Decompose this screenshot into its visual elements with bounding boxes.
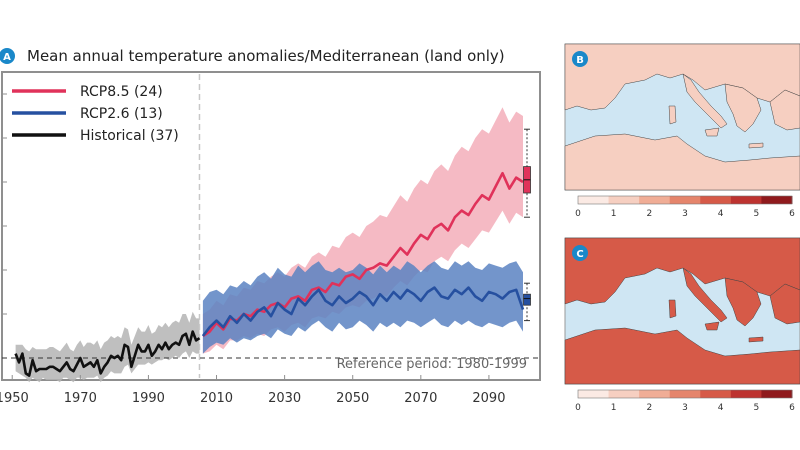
colorbar-b-tick-label: 3	[682, 209, 688, 219]
colorbar-b-segment	[700, 196, 732, 204]
colorbar-c-tick-label: 6	[789, 403, 795, 413]
x-tick-label: 1970	[64, 391, 97, 406]
colorbar-b-tick-label: 4	[718, 209, 724, 219]
map-b-land-region	[682, 73, 728, 129]
colorbar-c: 0 1 2 3 4 5 6	[575, 389, 795, 413]
panel-b-letter: B	[576, 55, 584, 66]
map-c-land-region	[668, 299, 677, 319]
map-b-land-region	[668, 105, 677, 125]
map-b-land-region	[748, 142, 764, 149]
map-b-land-region	[724, 83, 762, 133]
x-tick-label: 2030	[268, 391, 301, 406]
x-tick-label: 2050	[336, 391, 369, 406]
colorbar-c-frame	[577, 389, 793, 399]
legend-label-historical: Historical (37)	[80, 128, 179, 144]
uncertainty-bands	[15, 107, 523, 383]
colorbar-c-segment	[639, 390, 671, 398]
legend-label-rcp26: RCP2.6 (13)	[80, 106, 163, 122]
colorbar-c-segment	[608, 390, 640, 398]
panel-b-badge	[572, 51, 588, 67]
panel-a-title: Mean annual temperature anomalies/Medite…	[27, 47, 505, 65]
colorbar-b-tick-label: 1	[611, 209, 617, 219]
map-b-land-region	[769, 89, 800, 131]
x-tick-label: 2010	[200, 391, 233, 406]
map-b-land-region	[564, 133, 800, 191]
colorbar-b-segment	[578, 196, 610, 204]
x-tick-label: 1990	[132, 391, 165, 406]
colorbar-b-segment	[608, 196, 640, 204]
map-b-land-region	[704, 127, 720, 137]
boxplots	[523, 128, 531, 322]
legend: RCP8.5 (24) RCP2.6 (13) Historical (37)	[12, 84, 179, 144]
plot-area: RCP8.5 (24) RCP2.6 (13) Historical (37) …	[1, 71, 541, 383]
panel-a-badge	[0, 48, 15, 64]
colorbar-c-segment	[761, 390, 793, 398]
map-b-land	[564, 43, 800, 191]
colorbar-c-tick-label: 4	[718, 403, 724, 413]
boxplot-rcp26	[523, 282, 531, 322]
colorbar-b-segment	[669, 196, 701, 204]
colorbar-c-tick-label: 3	[682, 403, 688, 413]
colorbar-b-segment	[730, 196, 762, 204]
colorbar-c-tick-label: 0	[575, 403, 581, 413]
colorbar-c-tick-label: 5	[753, 403, 759, 413]
line-historical	[14, 330, 201, 377]
panel-c-letter: C	[576, 249, 583, 260]
colorbar-b-tick-label: 0	[575, 209, 581, 219]
line-rcp26	[201, 286, 525, 337]
colorbar-b-tick-label: 6	[789, 209, 795, 219]
map-c-land-region	[748, 336, 764, 343]
series-lines	[14, 171, 525, 377]
map-c-land-region	[564, 327, 800, 385]
boxplot-box	[523, 293, 531, 306]
colorbar-c-segment	[700, 390, 732, 398]
band-rcp26	[202, 261, 523, 354]
panel-c: C 0 1 2 3 4 5 6	[564, 237, 800, 413]
colorbar-c-segment	[730, 390, 762, 398]
legend-label-rcp85: RCP8.5 (24)	[80, 84, 163, 100]
colorbar-b-tick-label: 2	[646, 209, 652, 219]
colorbar-b-frame	[577, 195, 793, 205]
colorbar-c-segment	[578, 390, 610, 398]
colorbar-b: 0 1 2 3 4 5 6	[575, 195, 795, 219]
panel-a-letter: A	[3, 52, 11, 63]
colorbar-b-tick-label: 5	[753, 209, 759, 219]
colorbar-c-tick-label: 1	[611, 403, 617, 413]
colorbar-b-segment	[639, 196, 671, 204]
reference-period-annotation: Reference period: 1980-1999	[337, 357, 527, 372]
colorbar-b-segment	[761, 196, 793, 204]
map-c-land-region	[724, 277, 762, 327]
map-c-land-region	[769, 283, 800, 325]
x-tick-label: 1950	[0, 391, 29, 406]
x-tick-label: 2070	[404, 391, 437, 406]
map-c-land	[564, 237, 800, 385]
boxplot-rcp85	[523, 128, 531, 218]
colorbar-c-tick-label: 2	[646, 403, 652, 413]
panel-a: A Mean annual temperature anomalies/Medi…	[0, 47, 541, 406]
x-axis-ticks: 1950 1970 1990 2010 2030 2050 2070 2090	[0, 375, 505, 406]
panel-c-badge	[572, 245, 588, 261]
line-rcp85	[202, 171, 524, 338]
colorbar-c-segment	[669, 390, 701, 398]
map-c-land-region	[704, 321, 720, 331]
map-c-land-region	[682, 267, 728, 323]
panel-b: B 0 1 2 3 4 5 6	[564, 43, 800, 219]
band-historical	[15, 311, 200, 383]
x-tick-label: 2090	[472, 391, 505, 406]
